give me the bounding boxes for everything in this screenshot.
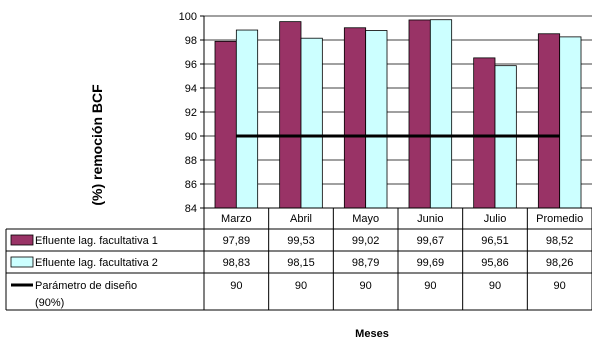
bar <box>559 36 582 209</box>
data-label: 90 <box>489 280 501 292</box>
data-table: Marzo Abril Mayo Junio Julio Promedio Efluente… <box>5 207 592 311</box>
category-label: Mayo <box>352 213 379 225</box>
data-label: 98,15 <box>287 257 315 269</box>
category-label: Junio <box>417 213 443 225</box>
legend-label: Efluente lag. facultativa 2 <box>35 257 158 269</box>
data-label: 90 <box>230 280 242 292</box>
bar <box>279 21 302 209</box>
bar <box>214 40 237 209</box>
legend-label: Parámetro de diseño <box>35 280 137 292</box>
bar <box>343 27 367 209</box>
bar <box>235 29 259 209</box>
y-tick-label: 96 <box>185 59 197 71</box>
bar <box>473 57 496 209</box>
data-label: 98,26 <box>546 257 574 269</box>
data-label: 98,79 <box>352 257 380 269</box>
data-label: 99,67 <box>417 235 445 247</box>
y-tick-label: 100 <box>179 11 197 23</box>
legend-label: Efluente lag. facultativa 1 <box>35 235 158 247</box>
data-label: 90 <box>554 280 566 292</box>
bar <box>429 19 453 209</box>
bar <box>365 30 388 209</box>
y-tick-label: 84 <box>185 203 197 215</box>
data-label: 90 <box>424 280 436 292</box>
y-tick-label: 86 <box>185 179 197 191</box>
data-label: 98,83 <box>223 257 251 269</box>
y-tick-label: 92 <box>185 107 197 119</box>
y-tick-label: 88 <box>185 155 197 167</box>
y-axis-label: (%) remoción BCF <box>89 84 105 206</box>
category-label: Abril <box>290 213 312 225</box>
data-label: 99,53 <box>287 235 315 247</box>
legend-label: (90%) <box>35 297 64 309</box>
legend-swatch <box>10 234 34 246</box>
y-tick-label: 90 <box>185 131 197 143</box>
data-label: 97,89 <box>223 235 251 247</box>
legend-swatch <box>10 256 34 268</box>
bar <box>300 37 323 209</box>
bars <box>214 19 582 209</box>
y-tick-labels: 84 86 88 90 92 94 96 98 100 <box>179 11 197 215</box>
data-label: 98,52 <box>546 235 574 247</box>
category-label: Promedio <box>536 213 583 225</box>
category-label: Julio <box>484 213 507 225</box>
y-tick-label: 94 <box>185 83 197 95</box>
data-label: 90 <box>295 280 307 292</box>
y-tick-label: 98 <box>185 35 197 47</box>
data-label: 99,02 <box>352 235 380 247</box>
bar <box>537 33 561 209</box>
data-label: 96,51 <box>481 235 509 247</box>
bar <box>408 19 431 209</box>
data-label: 95,86 <box>481 257 509 269</box>
data-label: 99,69 <box>417 257 445 269</box>
category-label: Marzo <box>221 213 252 225</box>
grid-lines <box>204 15 592 209</box>
x-axis-label: Meses <box>355 328 389 340</box>
data-label: 90 <box>360 280 372 292</box>
